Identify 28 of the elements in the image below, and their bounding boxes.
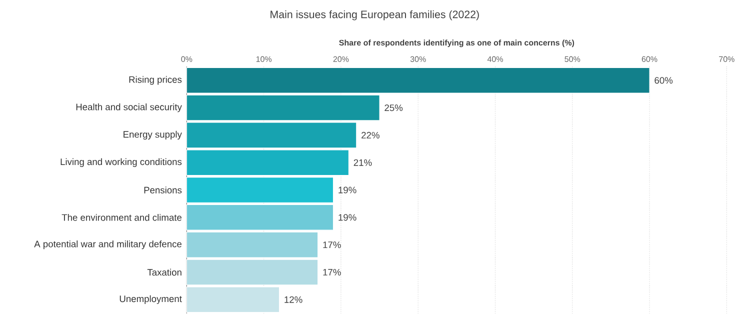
data-label: 25% xyxy=(384,104,403,112)
data-label: 22% xyxy=(362,132,380,138)
data-label: 17% xyxy=(323,242,341,248)
data-label: 12% xyxy=(284,296,302,303)
chart-title: Main issues facing European families (2022) xyxy=(270,10,479,20)
x-tick-label: 40% xyxy=(487,56,503,62)
y-tick-label: Rising prices xyxy=(129,76,182,85)
data-label: 60% xyxy=(654,77,673,84)
x-tick-label: 50% xyxy=(564,56,580,62)
y-tick-label: Taxation xyxy=(147,268,182,276)
data-label: 19% xyxy=(338,186,356,194)
x-tick-label: 10% xyxy=(256,56,272,62)
data-label: 19% xyxy=(338,214,356,221)
x-tick-label: 30% xyxy=(410,56,426,62)
x-tick-label: 0% xyxy=(181,56,192,62)
y-tick-label: Pensions xyxy=(144,186,182,194)
x-tick-label: 20% xyxy=(333,56,349,62)
y-tick-label: The environment and climate xyxy=(62,214,182,221)
x-tick-label: 70% xyxy=(719,56,734,62)
y-tick-label: Living and working conditions xyxy=(60,158,182,167)
x-axis-title: Share of respondents identifying as one of main concerns (%) xyxy=(339,40,574,48)
data-label: 21% xyxy=(354,159,372,166)
y-tick-label: A potential war and military defence xyxy=(34,240,182,250)
y-tick-label: Health and social security xyxy=(76,103,182,112)
y-tick-label: Energy supply xyxy=(124,130,182,140)
x-tick-label: 60% xyxy=(642,56,658,62)
data-label: 17% xyxy=(323,268,341,276)
y-tick-label: Unemployment xyxy=(120,295,182,304)
